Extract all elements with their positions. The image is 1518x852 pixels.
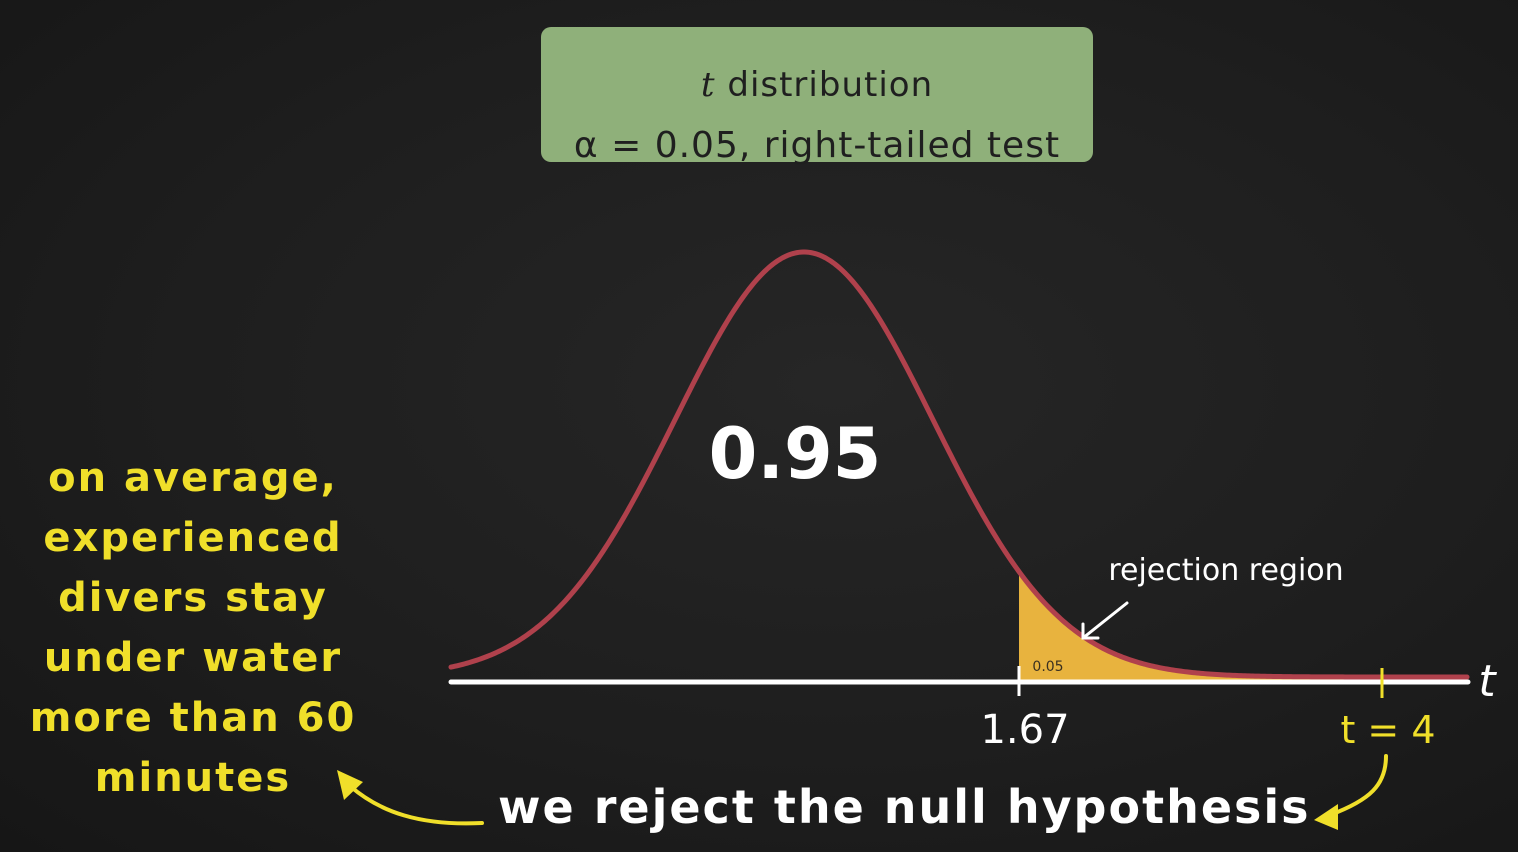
left-note-line: divers stay (58, 575, 328, 621)
left-note-line: more than 60 (29, 695, 357, 741)
test-statistic-arrow (1328, 754, 1388, 817)
rejection-region-arrow (1081, 601, 1129, 640)
rejection-region-label: rejection region (1108, 553, 1343, 588)
left-note-conclusion: on average, experienced divers stay unde… (18, 448, 368, 808)
test-statistic-arrowhead (1314, 804, 1338, 830)
title-box: t distribution α = 0.05, right-tailed te… (541, 27, 1093, 166)
conclusion-arrow (348, 784, 484, 826)
conclusion-arrowhead (337, 770, 363, 800)
title-line-distribution: t distribution (541, 65, 1093, 105)
left-note-line: minutes (94, 755, 292, 801)
conclusion-text: we reject the null hypothesis (498, 780, 1311, 834)
left-note-line: under water (43, 635, 343, 681)
center-area-label: 0.95 (709, 413, 882, 495)
rejection-region-area (1019, 571, 1468, 682)
title-distribution-text: distribution (727, 65, 934, 105)
title-variable: t (700, 65, 716, 105)
critical-value-label: 1.67 (980, 707, 1069, 753)
axis-label: t (1478, 656, 1497, 707)
title-line-alpha: α = 0.05, right-tailed test (573, 125, 1061, 166)
left-note-line: on average, (48, 455, 338, 501)
left-note-line: experienced (43, 515, 343, 561)
tail-area-label: 0.05 (1032, 659, 1063, 675)
test-statistic-label: t = 4 (1340, 708, 1435, 752)
density-curve (448, 249, 1470, 680)
